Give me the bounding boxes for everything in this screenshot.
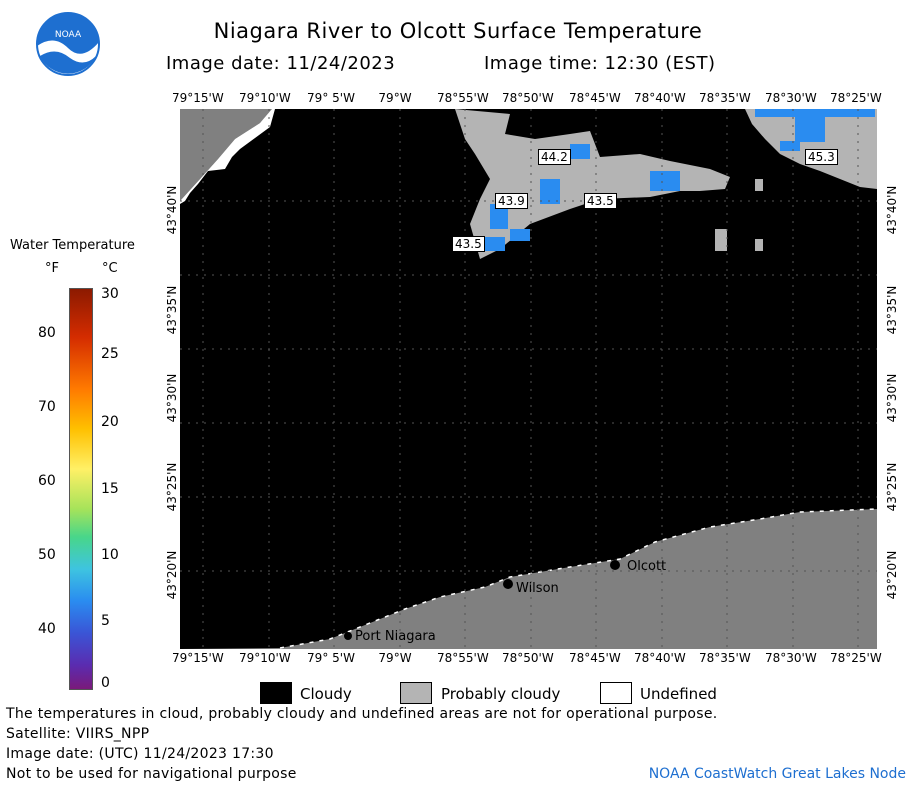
colorbar-f-tick: 80	[38, 325, 56, 341]
temp-label: 43.5	[584, 193, 617, 209]
longitude-label: 79°15'W	[172, 91, 224, 105]
latitude-label: 43°30'N	[885, 373, 899, 423]
colorbar-c-tick: 30	[101, 286, 119, 302]
longitude-label: 79°10'W	[239, 651, 291, 665]
longitude-label: 79°15'W	[172, 651, 224, 665]
latitude-label: 43°35'N	[165, 285, 179, 335]
longitude-label: 78°25'W	[830, 651, 882, 665]
legend-probably-cloudy-label: Probably cloudy	[441, 685, 561, 703]
place-port-niagara: Port Niagara	[355, 629, 436, 644]
temp-label: 43.9	[495, 193, 528, 209]
wilson-marker	[503, 579, 513, 589]
legend-probably-cloudy-swatch	[400, 682, 432, 704]
legend-cloudy-swatch	[260, 682, 292, 704]
colorbar-f-tick: 60	[38, 473, 56, 489]
temp-label: 44.2	[538, 149, 571, 165]
colorbar-f-tick: 40	[38, 621, 56, 637]
port-niagara-marker	[344, 632, 352, 640]
utc-date-text: Image date: (UTC) 11/24/2023 17:30	[6, 746, 274, 762]
legend-undefined-swatch	[600, 682, 632, 704]
longitude-label: 78°55'W	[437, 651, 489, 665]
undefined-nw	[180, 109, 275, 204]
latitude-label: 43°20'N	[165, 550, 179, 600]
longitude-label: 78°30'W	[765, 91, 817, 105]
colorbar-c-tick: 5	[101, 613, 110, 629]
map-area: 44.2 43.9 43.5 43.5 45.3 Olcott Wilson P…	[180, 109, 877, 649]
colorbar-c-tick: 10	[101, 547, 119, 563]
image-date: Image date: 11/24/2023	[166, 53, 396, 74]
noaa-logo: NOAA	[36, 12, 100, 76]
credit-text: NOAA CoastWatch Great Lakes Node	[648, 766, 906, 782]
longitude-label: 78°40'W	[634, 651, 686, 665]
longitude-label: 79°W	[378, 91, 412, 105]
longitude-label: 78°45'W	[569, 91, 621, 105]
longitude-label: 78°55'W	[437, 91, 489, 105]
longitude-label: 78°40'W	[634, 91, 686, 105]
latitude-label: 43°25'N	[165, 462, 179, 512]
longitude-label: 79°W	[378, 651, 412, 665]
latitude-label: 43°40'N	[165, 185, 179, 235]
temp-label: 45.3	[805, 149, 838, 165]
temp-label: 43.5	[452, 236, 485, 252]
longitude-label: 78°35'W	[699, 91, 751, 105]
longitude-label: 78°50'W	[502, 91, 554, 105]
colorbar-c-tick: 0	[101, 675, 110, 691]
latitude-label: 43°30'N	[165, 373, 179, 423]
legend-undefined-label: Undefined	[640, 685, 717, 703]
longitude-label: 78°45'W	[569, 651, 621, 665]
longitude-label: 78°30'W	[765, 651, 817, 665]
probably-cloudy-center	[455, 109, 730, 259]
longitude-label: 78°50'W	[502, 651, 554, 665]
colorbar-c-tick: 20	[101, 414, 119, 430]
legend-cloudy-label: Cloudy	[300, 685, 352, 703]
place-wilson: Wilson	[516, 581, 559, 596]
longitude-label: 79° 5'W	[307, 91, 355, 105]
colorbar-c-tick: 25	[101, 346, 119, 362]
image-time: Image time: 12:30 (EST)	[484, 53, 716, 74]
latitude-label: 43°35'N	[885, 285, 899, 335]
colorbar-f-tick: 70	[38, 399, 56, 415]
longitude-label: 79° 5'W	[307, 651, 355, 665]
longitude-label: 78°35'W	[699, 651, 751, 665]
olcott-marker	[610, 560, 620, 570]
latitude-label: 43°25'N	[885, 462, 899, 512]
map-title: Niagara River to Olcott Surface Temperat…	[213, 19, 703, 43]
satellite-text: Satellite: VIIRS_NPP	[6, 726, 150, 742]
land-south	[180, 509, 877, 649]
disclaimer-text: The temperatures in cloud, probably clou…	[6, 706, 718, 722]
logo-text: NOAA	[55, 30, 82, 40]
longitude-label: 78°25'W	[830, 91, 882, 105]
unit-f: °F	[45, 261, 59, 276]
colorbar	[69, 288, 93, 690]
latitude-label: 43°40'N	[885, 185, 899, 235]
colorbar-title: Water Temperature	[10, 238, 135, 253]
land-nw	[180, 109, 275, 201]
longitude-label: 79°10'W	[239, 91, 291, 105]
colorbar-c-tick: 15	[101, 481, 119, 497]
unit-c: °C	[102, 261, 118, 276]
place-olcott: Olcott	[627, 559, 667, 574]
latitude-label: 43°20'N	[885, 550, 899, 600]
navigation-warning: Not to be used for navigational purpose	[6, 766, 297, 782]
colorbar-f-tick: 50	[38, 547, 56, 563]
